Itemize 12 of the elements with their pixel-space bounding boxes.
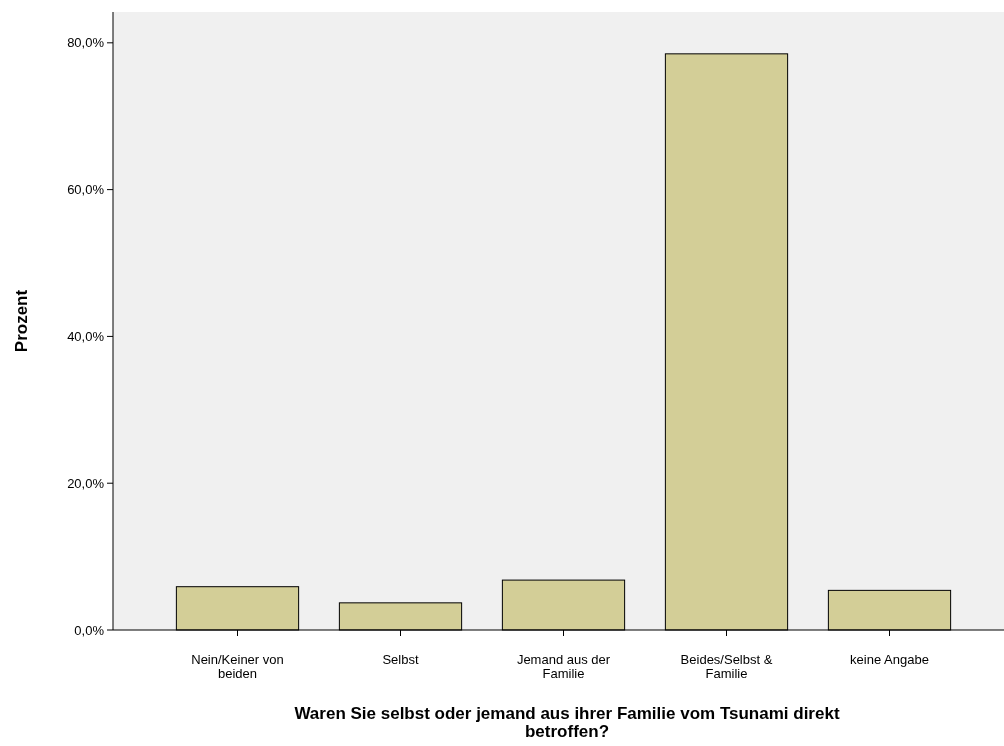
y-tick-label: 0,0% xyxy=(74,622,105,638)
y-tick-label: 80,0% xyxy=(67,35,105,51)
x-tick-label: Jemand aus der Familie xyxy=(516,652,611,681)
x-axis-title: Waren Sie selbst oder jemand aus ihrer Familie vom Tsunami direkt betroffen? xyxy=(294,704,840,741)
y-tick-label: 20,0% xyxy=(67,475,105,491)
x-tick-label: Nein/Keiner von beiden xyxy=(191,652,284,681)
x-tick-label: keine Angabe xyxy=(850,652,929,667)
y-tick-label: 60,0% xyxy=(67,182,105,198)
y-tick-label: 40,0% xyxy=(67,328,105,344)
x-tick-label: Selbst xyxy=(382,652,419,667)
x-tick-label: Beides/Selbst & Familie xyxy=(680,652,773,681)
y-axis-title: Prozent xyxy=(12,289,31,353)
